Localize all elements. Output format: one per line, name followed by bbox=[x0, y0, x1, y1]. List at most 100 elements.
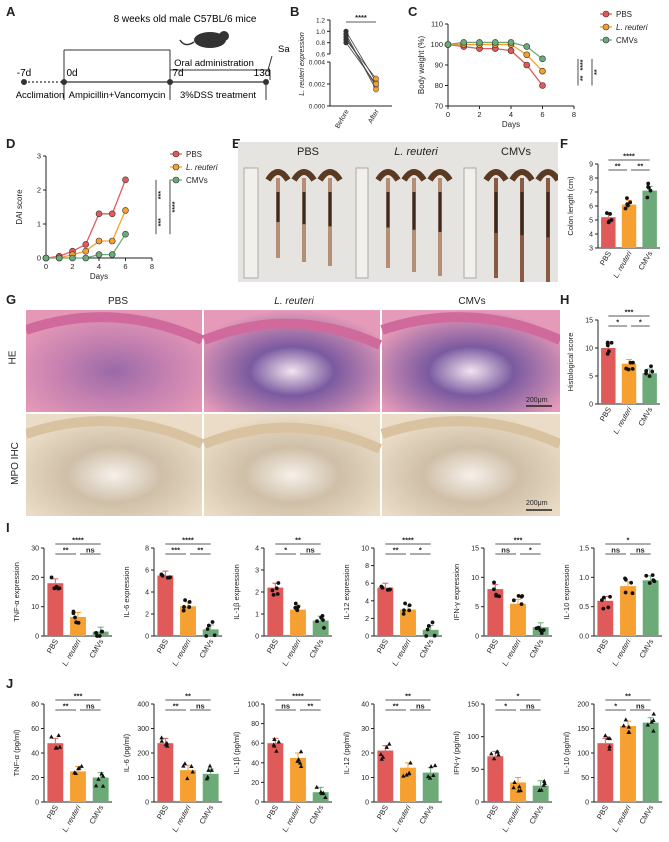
cecum bbox=[291, 169, 317, 182]
panel-label-b: B bbox=[290, 4, 300, 19]
data-point bbox=[608, 212, 612, 216]
data-point bbox=[320, 613, 325, 618]
tick-13d: 13d bbox=[254, 68, 271, 79]
data-point bbox=[539, 631, 544, 636]
data-point bbox=[494, 592, 498, 597]
bar-pbs bbox=[267, 587, 284, 636]
sig-label: **** bbox=[292, 692, 304, 701]
y-axis-label: IFN-γ (pg/ml) bbox=[452, 731, 461, 775]
data-point bbox=[94, 630, 99, 635]
data-point bbox=[625, 196, 629, 200]
y-tick-label: 6 bbox=[145, 568, 149, 575]
data-point bbox=[181, 608, 186, 613]
sig-label: ** bbox=[307, 702, 313, 711]
x-tick-label: CMVs bbox=[637, 803, 655, 825]
data-point bbox=[276, 739, 281, 744]
cecum bbox=[401, 169, 427, 182]
data-point bbox=[54, 584, 59, 589]
data-point bbox=[424, 634, 429, 638]
y-tick-label: 3 bbox=[589, 246, 593, 253]
data-point bbox=[71, 611, 76, 616]
sig-label: * bbox=[284, 546, 287, 555]
data-point bbox=[401, 611, 406, 616]
bar-lreuteri bbox=[620, 726, 636, 802]
data-point bbox=[626, 729, 631, 734]
bar-lreuteri bbox=[290, 757, 306, 802]
data-point bbox=[79, 763, 84, 768]
data-point bbox=[603, 733, 608, 738]
data-point bbox=[623, 576, 627, 581]
y-tick-label: 150 bbox=[577, 726, 589, 733]
cecum bbox=[265, 169, 291, 182]
sig-label: ns bbox=[196, 702, 205, 711]
x-tick-label: 4 bbox=[509, 110, 513, 119]
sig-label: *** bbox=[74, 692, 83, 701]
data-point bbox=[432, 763, 438, 768]
data-point bbox=[647, 374, 652, 379]
x-tick-label: 8 bbox=[572, 110, 576, 119]
y-axis-label: IFN-γ expression bbox=[452, 564, 461, 621]
cecum bbox=[375, 169, 401, 182]
y-tick-label: 0 bbox=[35, 634, 39, 641]
data-point bbox=[209, 767, 214, 772]
x-tick-label: PBS bbox=[45, 638, 60, 656]
x-tick-label: CMVs bbox=[637, 637, 655, 659]
histo-col-lreuteri: L. reuteri bbox=[274, 296, 314, 307]
x-tick-label: 6 bbox=[123, 262, 127, 271]
legend-marker bbox=[172, 176, 180, 184]
data-point bbox=[298, 749, 304, 754]
histo-col-cmvs: CMVs bbox=[458, 296, 486, 307]
bar-cmvs bbox=[92, 777, 109, 802]
data-point bbox=[210, 620, 215, 624]
data-point bbox=[541, 628, 546, 632]
y-tick-label: 300 bbox=[137, 726, 149, 733]
data-point bbox=[607, 746, 612, 751]
y-tick-label: 8 bbox=[365, 563, 369, 570]
sig-label: ** bbox=[405, 692, 411, 701]
panel-label-g: G bbox=[6, 292, 17, 307]
y-tick-label: 8 bbox=[145, 546, 149, 553]
legend-label: CMVs bbox=[616, 36, 638, 45]
y-tick-label: 20 bbox=[31, 575, 39, 582]
series-point bbox=[108, 210, 116, 218]
y-tick-label: 9 bbox=[589, 162, 593, 169]
data-point bbox=[407, 608, 412, 613]
y-tick-label: 100 bbox=[577, 751, 589, 758]
y-axis-label: IL-1β (pg/ml) bbox=[232, 731, 241, 774]
sig-label: **** bbox=[402, 536, 414, 545]
y-tick-label: 6 bbox=[365, 581, 369, 588]
bar-lreuteri bbox=[290, 609, 306, 636]
panel-label-d: D bbox=[6, 136, 16, 151]
y-tick-label: 4 bbox=[365, 598, 369, 605]
sig-label: * bbox=[627, 536, 630, 545]
y-tick-label: 40 bbox=[361, 702, 369, 709]
data-point bbox=[428, 764, 434, 769]
data-point bbox=[629, 580, 634, 585]
data-point bbox=[647, 581, 652, 585]
x-tick-label: PBS bbox=[595, 804, 610, 822]
data-point bbox=[73, 615, 77, 620]
data-point bbox=[432, 633, 437, 638]
data-point bbox=[204, 776, 210, 781]
sig-label: ns bbox=[501, 546, 510, 555]
x-tick-label: PBS bbox=[265, 638, 280, 656]
data-point bbox=[271, 592, 276, 597]
data-point bbox=[542, 778, 547, 783]
x-tick-label: PBS bbox=[595, 638, 610, 656]
data-point bbox=[408, 760, 413, 765]
panel-label-f: F bbox=[560, 136, 568, 151]
x-tick-label: L. reuteri bbox=[500, 637, 523, 667]
data-point bbox=[99, 771, 104, 776]
bar-lreuteri bbox=[621, 363, 637, 404]
data-point bbox=[542, 781, 547, 786]
data-point bbox=[536, 625, 541, 630]
y-tick-label: 7 bbox=[589, 190, 593, 197]
data-point bbox=[623, 590, 628, 595]
data-point bbox=[315, 619, 319, 624]
bar-lreuteri bbox=[621, 204, 637, 248]
cecum bbox=[509, 169, 535, 182]
series-point bbox=[523, 61, 531, 69]
y-tick-label: 5 bbox=[589, 218, 593, 225]
data-point bbox=[159, 738, 164, 743]
